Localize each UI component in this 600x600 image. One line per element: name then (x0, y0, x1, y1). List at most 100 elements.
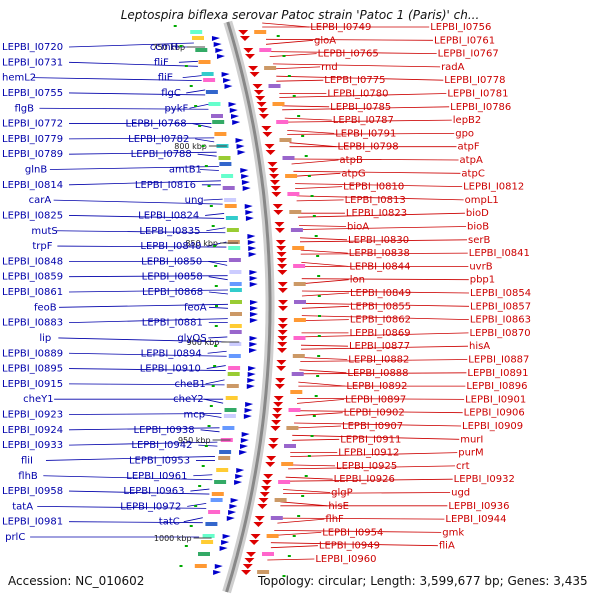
left-gene-label[interactable]: hemL2 (2, 73, 36, 84)
right-gene-label[interactable]: radA (441, 62, 465, 73)
right-gene-label[interactable]: LEPBI_I0906 (464, 408, 525, 419)
right-gene-label[interactable]: LEPBI_I0949 (319, 541, 380, 552)
left-gene-label[interactable]: LEPBI_I0779 (2, 134, 63, 145)
left-gene-label[interactable]: LEPBI_I0835 (139, 226, 200, 237)
right-gene-label[interactable]: LEPBI_I0960 (315, 554, 376, 565)
right-gene-label[interactable]: LEPBI_I0786 (450, 102, 511, 113)
right-gene-label[interactable]: LEPBI_I0787 (333, 115, 394, 126)
left-gene-label[interactable]: LEPBI_I0915 (2, 379, 63, 390)
right-gene-label[interactable]: LEPBI_I0944 (445, 514, 506, 525)
right-gene-label[interactable]: LEPBI_I0813 (345, 195, 406, 206)
left-gene-label[interactable]: ung (185, 195, 204, 206)
right-gene-label[interactable]: LEPBI_I0891 (467, 368, 528, 379)
left-gene-label[interactable]: LEPBI_I0825 (2, 210, 63, 221)
right-gene-label[interactable]: bioB (467, 222, 489, 233)
right-gene-label[interactable]: LEPBI_I0838 (349, 248, 410, 259)
left-gene-label[interactable]: LEPBI_I0840 (140, 241, 201, 252)
right-gene-label[interactable]: LEPBI_I0778 (444, 75, 505, 86)
left-gene-label[interactable]: LEPBI_I0816 (135, 180, 196, 191)
left-gene-label[interactable]: mutS (31, 226, 57, 237)
right-gene-label[interactable]: LEPBI_I0901 (465, 394, 526, 405)
right-gene-label[interactable]: LEPBI_I0896 (466, 381, 527, 392)
right-gene-label[interactable]: LEPBI_I0882 (348, 355, 409, 366)
left-gene-label[interactable]: LEPBI_I0755 (2, 88, 63, 99)
right-gene-label[interactable]: LEPBI_I0862 (350, 315, 411, 326)
left-gene-label[interactable]: LEPBI_I0923 (2, 410, 63, 421)
left-gene-label[interactable]: amtB1 (169, 165, 202, 176)
right-gene-label[interactable]: LEPBI_I0912 (338, 448, 399, 459)
left-gene-label[interactable]: LEPBI_I0858 (142, 272, 203, 283)
left-gene-label[interactable]: prlC (5, 532, 25, 543)
right-gene-label[interactable]: LEPBI_I0936 (448, 501, 509, 512)
left-gene-label[interactable]: LEPBI_I0824 (138, 210, 199, 221)
gene-labels[interactable]: LEPBI_I0720 ccmH LEPBI_I0731 fliF hemL2 fliE L… (2, 22, 531, 565)
right-gene-label[interactable]: LEPBI_I0855 (350, 301, 411, 312)
right-gene-label[interactable]: LEPBI_I0887 (468, 355, 529, 366)
right-gene-label[interactable]: flhF (325, 514, 344, 525)
right-gene-label[interactable]: LEPBI_I0775 (324, 75, 385, 86)
left-gene-label[interactable]: pykF (164, 103, 188, 114)
left-gene-label[interactable]: LEPBI_I0961 (126, 471, 187, 482)
right-gene-label[interactable]: LEPBI_I0907 (342, 421, 403, 432)
left-gene-label[interactable]: LEPBI_I0938 (134, 425, 195, 436)
left-gene-label[interactable]: LEPBI_I0848 (2, 256, 63, 267)
right-gene-label[interactable]: serB (468, 235, 490, 246)
right-gene-label[interactable]: LEPBI_I0909 (462, 421, 523, 432)
left-gene-label[interactable]: LEPBI_I0859 (2, 272, 63, 283)
left-gene-label[interactable]: LEPBI_I0963 (123, 486, 184, 497)
right-gene-label[interactable]: bioD (466, 208, 489, 219)
right-gene-label[interactable]: LEPBI_I0870 (470, 328, 531, 339)
right-gene-label[interactable]: LEPBI_I0849 (350, 288, 411, 299)
right-gene-label[interactable]: LEPBI_I0857 (470, 301, 531, 312)
right-gene-label[interactable]: LEPBI_I0841 (469, 248, 530, 259)
left-gene-label[interactable]: feoB (34, 302, 57, 313)
left-gene-label[interactable]: flgB (14, 103, 34, 114)
left-gene-label[interactable]: carA (29, 195, 52, 206)
right-gene-label[interactable]: hisE (328, 501, 349, 512)
left-gene-label[interactable]: LEPBI_I0861 (2, 287, 63, 298)
left-gene-label[interactable]: tatC (159, 517, 180, 528)
right-gene-label[interactable]: LEPBI_I0812 (463, 182, 524, 193)
left-gene-label[interactable]: LEPBI_I0910 (140, 364, 201, 375)
right-gene-label[interactable]: LEPBI_I0756 (430, 22, 491, 33)
left-gene-label[interactable]: LEPBI_I0881 (142, 318, 203, 329)
left-gene-label[interactable]: LEPBI_I0772 (2, 119, 63, 130)
left-gene-label[interactable]: LEPBI_I0895 (2, 364, 63, 375)
left-gene-label[interactable]: LEPBI_I0972 (120, 501, 181, 512)
left-gene-label[interactable]: LEPBI_I0942 (131, 440, 192, 451)
left-gene-label[interactable]: LEPBI_I0883 (2, 318, 63, 329)
left-gene-label[interactable]: LEPBI_I0782 (128, 134, 189, 145)
right-gene-label[interactable]: bioA (347, 222, 369, 233)
left-gene-label[interactable]: LEPBI_I0789 (2, 149, 63, 160)
right-gene-label[interactable]: LEPBI_I0791 (335, 128, 396, 139)
right-gene-label[interactable]: LEPBI_I0823 (346, 208, 407, 219)
left-gene-label[interactable]: cheY2 (173, 394, 203, 405)
right-gene-label[interactable]: LEPBI_I0780 (327, 89, 388, 100)
right-gene-label[interactable]: glgP (331, 488, 353, 499)
left-gene-label[interactable]: LEPBI_I0814 (2, 180, 63, 191)
right-gene-label[interactable]: atpA (460, 155, 483, 166)
right-gene-label[interactable]: LEPBI_I0761 (434, 35, 495, 46)
left-gene-label[interactable]: lip (39, 333, 51, 344)
right-gene-label[interactable]: rnd (321, 62, 338, 73)
left-gene-label[interactable]: tatA (12, 501, 33, 512)
right-gene-label[interactable]: LEPBI_I0781 (447, 89, 508, 100)
right-gene-label[interactable]: LEPBI_I0954 (322, 527, 383, 538)
left-gene-label[interactable]: fliI (21, 455, 33, 466)
left-gene-label[interactable]: LEPBI_I0981 (2, 517, 63, 528)
left-gene-label[interactable]: LEPBI_I0958 (2, 486, 63, 497)
left-gene-label[interactable]: flgC (161, 88, 181, 99)
left-gene-label[interactable]: ccmH (150, 42, 178, 53)
left-gene-label[interactable]: LEPBI_I0889 (2, 348, 63, 359)
left-gene-label[interactable]: cheB1 (175, 379, 206, 390)
right-gene-label[interactable]: LEPBI_I0830 (348, 235, 409, 246)
left-gene-label[interactable]: mcp (183, 410, 205, 421)
right-gene-label[interactable]: murI (460, 434, 483, 445)
right-gene-label[interactable]: LEPBI_I0877 (349, 341, 410, 352)
right-gene-label[interactable]: lon (350, 275, 365, 286)
left-gene-label[interactable]: feoA (184, 302, 207, 313)
left-gene-label[interactable]: LEPBI_I0731 (2, 57, 63, 68)
right-gene-label[interactable]: LEPBI_I0767 (438, 49, 499, 60)
left-gene-label[interactable]: flhB (18, 471, 38, 482)
right-gene-label[interactable]: ugd (451, 488, 470, 499)
